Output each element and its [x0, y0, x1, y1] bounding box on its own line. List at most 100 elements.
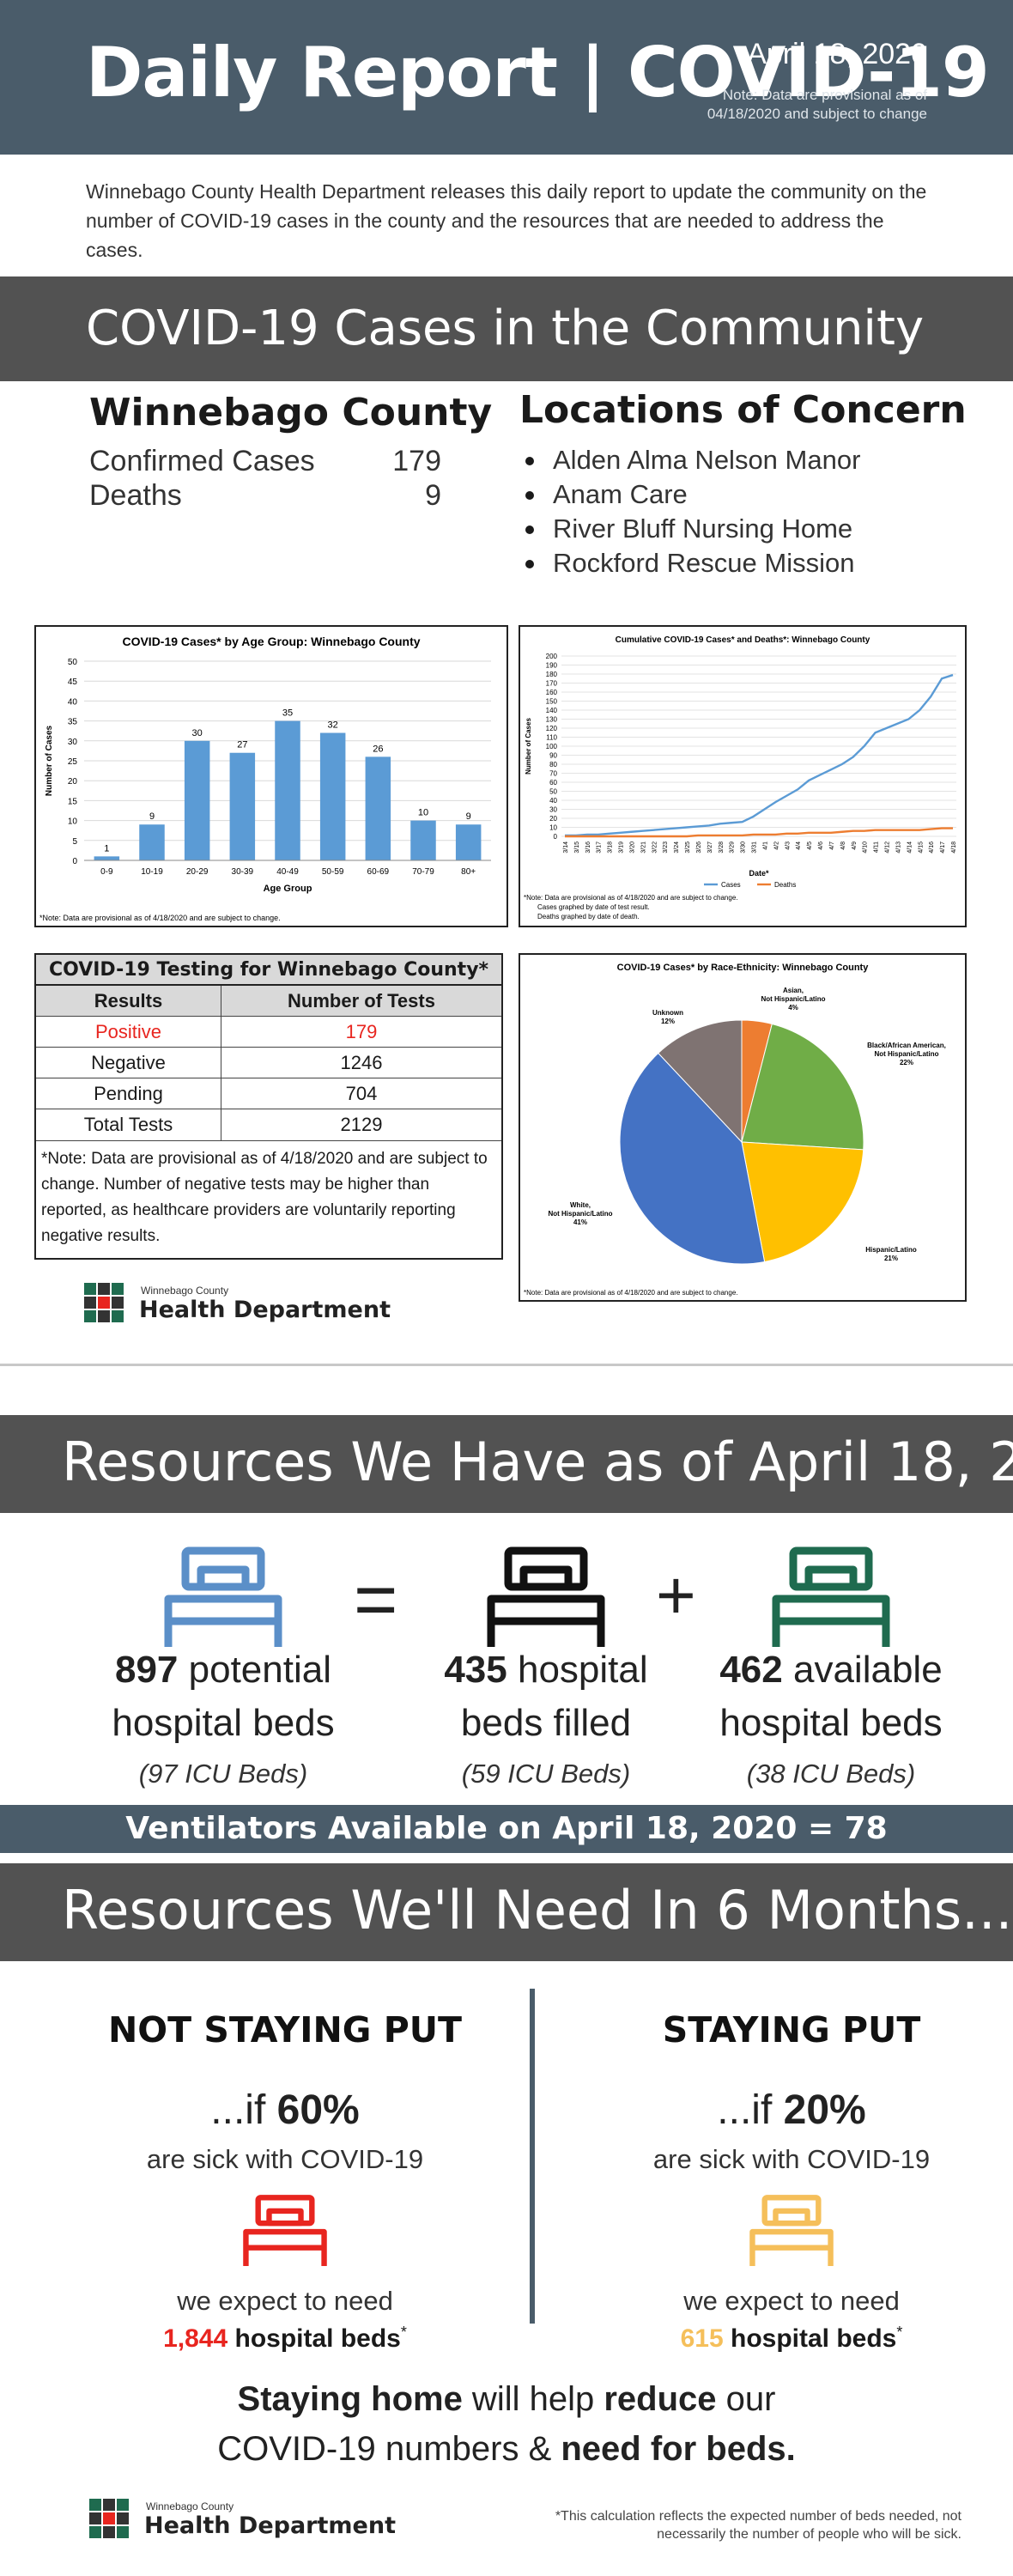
equals-sign: = [354, 1557, 398, 1642]
scenario-pct-prefix: ...if [210, 2087, 277, 2133]
series-line-cases [565, 673, 954, 837]
testing-table-note: *Note: Data are provisional as of 4/18/2… [36, 1140, 501, 1258]
plus-sign: + [656, 1557, 696, 1633]
y-axis-label: Number of Cases [45, 725, 54, 796]
report-title: Daily Report | COVID-19 [86, 33, 990, 112]
x-tick-label: 3/21 [640, 841, 646, 854]
chart-title: COVID-19 Cases* by Age Group: Winnebago … [122, 635, 420, 648]
filled-icu-beds: (59 ICU Beds) [461, 1759, 631, 1789]
y-tick-label: 190 [546, 662, 558, 670]
slice-label: Not Hispanic/Latino [761, 995, 825, 1003]
location-item: Anam Care [522, 477, 860, 512]
cases-section-heading: COVID-19 Cases in the Community [0, 276, 1013, 381]
x-tick-label: 3/23 [663, 841, 669, 854]
health-department-logo-icon [84, 1283, 124, 1322]
slice-percent-label: 41% [573, 1218, 587, 1226]
ventilators-banner: Ventilators Available on April 18, 2020 … [0, 1805, 1013, 1853]
scenario-footnote-star: * [896, 2324, 903, 2341]
data-label: 9 [466, 811, 471, 822]
y-tick-label: 20 [549, 815, 557, 823]
table-row: Negative 1246 [36, 1048, 501, 1078]
x-tick-label: 20-29 [186, 867, 209, 877]
report-date: April 18, 2020 [747, 38, 927, 70]
y-tick-label: 30 [549, 806, 557, 814]
closing-bold-1: Staying home [237, 2380, 463, 2418]
bar [184, 740, 210, 860]
confirmed-cases-row: Confirmed Cases 179 [89, 445, 441, 478]
y-tick-label: 140 [546, 707, 558, 714]
slice-percent-label: 12% [661, 1018, 675, 1025]
staying-put-scenario: STAYING PUT ...if 20% are sick with COVI… [585, 2009, 998, 2354]
chart-note: *Note: Data are provisional as of 4/18/2… [524, 1289, 738, 1297]
bar [455, 824, 482, 860]
scenario-pct: 20% [783, 2087, 866, 2133]
bar [275, 720, 300, 860]
y-tick-label: 130 [546, 716, 558, 724]
filled-beds-column: 435 hospital beds filled (59 ICU Beds) [391, 1643, 701, 1789]
x-tick-label: 4/8 [840, 841, 846, 850]
x-tick-label: 3/18 [608, 841, 614, 854]
x-tick-label: 4/13 [895, 841, 901, 854]
potential-beds-column: 897 potential hospital beds (97 ICU Beds… [69, 1643, 378, 1789]
x-tick-label: 4/16 [929, 841, 935, 854]
x-tick-label: 4/1 [762, 841, 768, 850]
closing-line-2: COVID-19 numbers & need for beds. [0, 2425, 1013, 2473]
x-tick-label: 30-39 [232, 867, 254, 877]
x-tick-label: 3/25 [685, 841, 691, 854]
row-value: 2129 [340, 1114, 383, 1135]
yellow-bed-icon [749, 2195, 834, 2266]
deaths-label: Deaths [89, 479, 182, 512]
y-tick-label: 70 [549, 770, 557, 778]
potential-beds-number: 897 [114, 1649, 179, 1691]
x-tick-label: 60-69 [367, 867, 390, 877]
row-label: Positive [36, 1017, 221, 1047]
x-tick-label: 4/17 [940, 841, 946, 854]
y-axis-label: Number of Cases [525, 718, 532, 775]
pie-slice [741, 1141, 864, 1263]
race-ethnicity-chart-panel: COVID-19 Cases* by Race-Ethnicity: Winne… [519, 953, 967, 1302]
bar [410, 820, 436, 860]
chart-note: *Note: Data are provisional as of 4/18/2… [39, 914, 281, 922]
slice-label: Hispanic/Latino [865, 1246, 917, 1254]
y-tick-label: 20 [68, 777, 78, 787]
y-tick-label: 35 [68, 718, 78, 727]
x-tick-label: 4/7 [829, 841, 835, 850]
scenario-pct: 60% [276, 2087, 360, 2133]
series-line-deaths [565, 827, 953, 838]
row-value: 704 [345, 1083, 378, 1104]
x-tick-label: 4/10 [863, 841, 869, 854]
resources-need-heading-text: Resources We'll Need In 6 Months... [62, 1879, 1013, 1941]
legend-entry: Deaths [774, 881, 796, 889]
scenario-sick-text: are sick with COVID-19 [146, 2144, 424, 2174]
y-tick-label: 0 [554, 833, 558, 841]
data-label: 26 [373, 744, 383, 754]
testing-table-header: Results Number of Tests [36, 986, 501, 1017]
chart-title: Cumulative COVID-19 Cases* and Deaths*: … [616, 635, 870, 645]
y-tick-label: 150 [546, 698, 558, 706]
resources-now-heading: Resources We Have as of April 18, 2020 [0, 1415, 1013, 1513]
x-axis-label: Date* [749, 869, 769, 878]
scenario-divider [530, 1989, 535, 2324]
x-tick-label: 80+ [461, 867, 476, 877]
x-tick-label: 4/15 [918, 841, 924, 854]
x-tick-label: 4/3 [785, 841, 791, 850]
x-tick-label: 3/17 [597, 841, 603, 854]
legend-entry: Cases [721, 881, 741, 889]
x-tick-label: 3/24 [674, 841, 680, 854]
x-tick-label: 3/31 [752, 841, 758, 854]
y-tick-label: 120 [546, 725, 558, 732]
intro-paragraph: Winnebago County Health Department relea… [86, 180, 927, 261]
slice-label: Asian, [783, 987, 804, 994]
table-row: Positive 179 [36, 1017, 501, 1048]
col-number-of-tests: Number of Tests [288, 990, 435, 1012]
closing-text-2: our [716, 2380, 776, 2418]
y-tick-label: 60 [549, 779, 557, 787]
slice-label: Not Hispanic/Latino [548, 1210, 612, 1218]
available-beds-text1: available [792, 1649, 943, 1691]
scenario-expect-text: we expect to need [177, 2286, 393, 2316]
x-tick-label: 50-59 [322, 867, 344, 877]
county-title: Winnebago County [89, 391, 493, 434]
health-department-logo: Winnebago County Health Department [89, 2499, 398, 2542]
bar [94, 856, 120, 860]
y-tick-label: 25 [68, 757, 78, 767]
